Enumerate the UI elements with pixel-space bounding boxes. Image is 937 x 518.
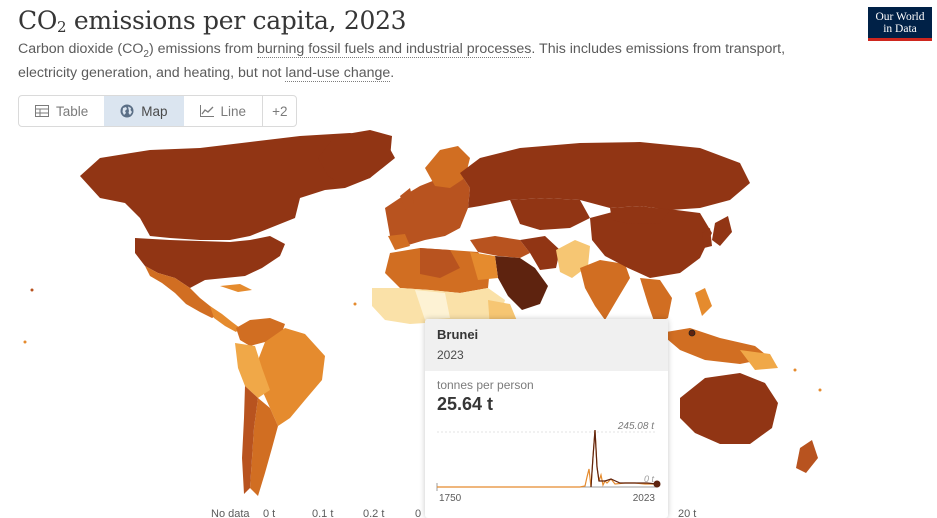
tab-map[interactable]: Map <box>104 96 184 126</box>
country-india[interactable] <box>580 260 630 320</box>
region-scandinavia[interactable] <box>425 146 470 188</box>
country-brazil[interactable] <box>255 328 325 426</box>
legend-label: 0.1 t <box>312 508 334 518</box>
country-korea[interactable] <box>702 228 712 248</box>
country-tooltip: Brunei 2023 tonnes per person 25.64 t 24… <box>425 319 668 518</box>
region-middle-east[interactable] <box>470 236 530 258</box>
owid-logo[interactable]: Our World in Data <box>868 7 932 41</box>
tab-more[interactable]: +2 <box>262 96 296 126</box>
region-indonesia[interactable] <box>660 328 770 364</box>
country-iran[interactable] <box>520 236 560 270</box>
legend-no-data: No data <box>211 508 250 518</box>
country-philippines[interactable] <box>695 288 712 316</box>
chart-title: CO2 emissions per capita, 2023 <box>18 6 407 36</box>
tooltip-year: 2023 <box>437 348 464 362</box>
country-uk[interactable] <box>400 188 414 210</box>
country-argentina[interactable] <box>250 398 278 496</box>
spark-line-dark <box>590 429 658 488</box>
island-marker[interactable] <box>353 302 357 306</box>
island-marker[interactable] <box>793 368 797 372</box>
legend-label: 0.2 t <box>363 508 385 518</box>
country-russia[interactable] <box>460 142 750 210</box>
country-china[interactable] <box>590 208 712 278</box>
spark-max-label: 245.08 t <box>617 421 655 432</box>
region-caribbean[interactable] <box>220 284 252 292</box>
definition-link-fossil-fuels[interactable]: burning fossil fuels and industrial proc… <box>256 41 532 58</box>
definition-link-land-use[interactable]: land-use change <box>285 65 391 83</box>
island-marker[interactable] <box>818 388 822 392</box>
country-canada[interactable] <box>80 133 395 240</box>
country-brunei[interactable] <box>688 329 696 337</box>
island-marker[interactable] <box>23 340 27 344</box>
country-kazakhstan[interactable] <box>510 198 590 230</box>
tooltip-unit: tonnes per person <box>437 378 534 392</box>
chart-tabs: Table Map Line +2 <box>18 95 298 127</box>
tab-table[interactable]: Table <box>19 96 104 126</box>
tooltip-value: 25.64 t <box>437 394 494 414</box>
country-peru-bolivia[interactable] <box>235 343 270 398</box>
country-spain[interactable] <box>388 234 410 250</box>
region-southeast-asia[interactable] <box>640 278 672 324</box>
country-japan[interactable] <box>712 216 732 246</box>
region-europe[interactable] <box>385 173 470 246</box>
region-west-africa-low[interactable] <box>415 290 450 320</box>
tooltip-sparkline: 245.08 t 0 t 1750 2023 <box>436 421 661 504</box>
globe-icon <box>120 104 134 118</box>
tooltip-country: Brunei <box>437 327 479 342</box>
country-australia[interactable] <box>680 373 778 444</box>
country-saudi-arabia[interactable] <box>495 256 548 310</box>
country-egypt[interactable] <box>470 252 498 280</box>
tooltip-header: Brunei 2023 <box>425 319 668 371</box>
spark-min-label: 0 t <box>644 474 655 484</box>
country-mongolia[interactable] <box>610 206 670 224</box>
spark-x-start: 1750 <box>439 493 462 504</box>
legend-label: 20 t <box>678 508 697 518</box>
legend-label: 0 t <box>263 508 276 518</box>
country-libya-algeria[interactable] <box>420 248 460 278</box>
tab-line[interactable]: Line <box>184 96 263 126</box>
spark-x-end: 2023 <box>633 493 656 504</box>
table-icon <box>35 105 49 117</box>
country-chile[interactable] <box>242 386 258 494</box>
line-chart-icon <box>199 105 214 117</box>
region-central-america[interactable] <box>210 306 240 332</box>
map-legend: No data 0 t 0.1 t 0.2 t 0 20 t <box>0 506 937 518</box>
legend-label: 0 <box>415 508 422 518</box>
spark-line <box>437 429 657 488</box>
chart-subtitle: Carbon dioxide (CO2) emissions from burn… <box>18 41 786 83</box>
country-papua-new-guinea[interactable] <box>740 350 778 370</box>
spark-endpoint <box>653 480 661 488</box>
country-usa[interactable] <box>135 236 285 288</box>
country-mexico[interactable] <box>145 266 220 318</box>
world-map[interactable] <box>0 128 937 506</box>
country-new-zealand[interactable] <box>796 440 818 473</box>
island-marker[interactable] <box>30 288 34 292</box>
country-greenland[interactable] <box>318 130 392 186</box>
